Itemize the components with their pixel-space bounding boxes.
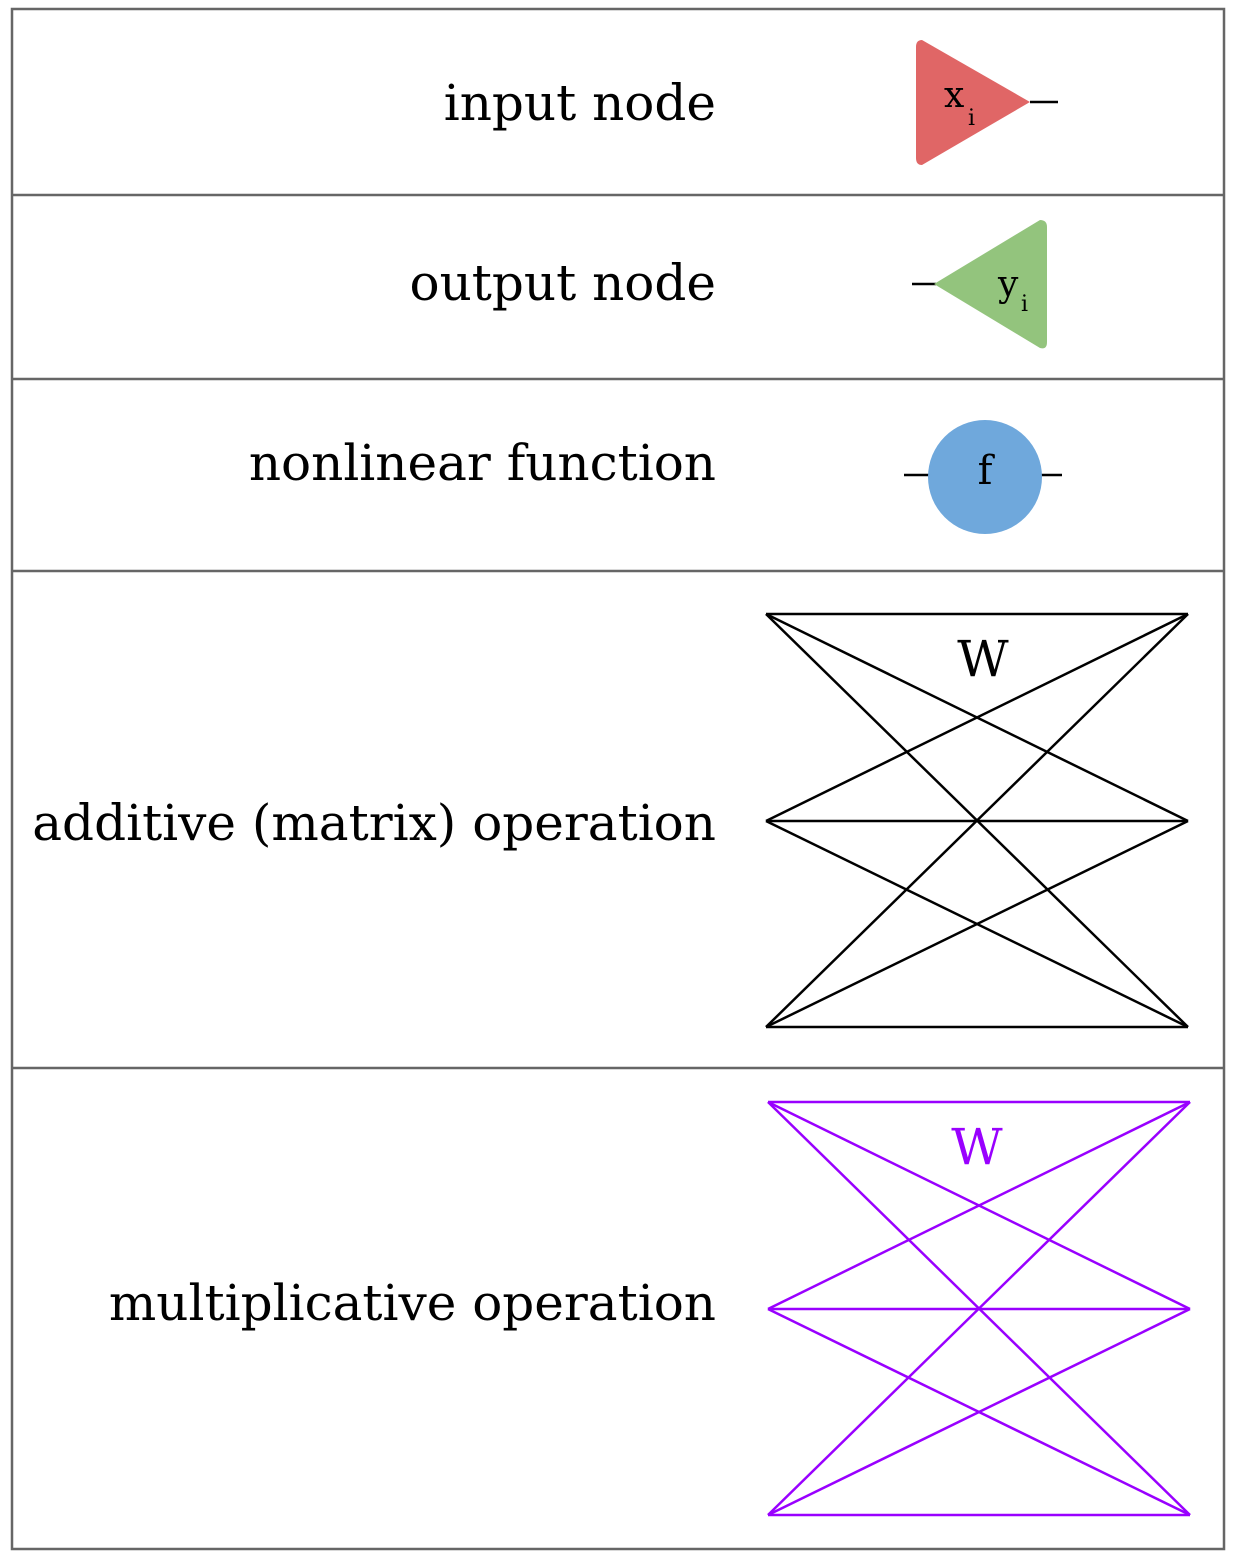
row-multiplicative-operation: multiplicative operation W xyxy=(109,1100,1191,1517)
table-grid xyxy=(10,7,1226,1551)
row-input-node: input node x i xyxy=(444,40,1058,165)
weight-symbol: W xyxy=(951,1118,1003,1176)
row-label: nonlinear function xyxy=(249,434,716,492)
node-subscript: i xyxy=(968,106,975,131)
weight-edge xyxy=(765,613,1189,1028)
node-subscript: i xyxy=(1021,292,1028,317)
row-label: additive (matrix) operation xyxy=(32,794,716,852)
weight-symbol: W xyxy=(957,630,1009,688)
weight-matrix-icon xyxy=(765,612,1189,1029)
function-symbol: f xyxy=(978,448,996,494)
function-circle xyxy=(928,420,1042,534)
nonlinear-function-icon: f xyxy=(904,420,1062,534)
weight-edge xyxy=(765,612,1189,823)
output-node-icon: y i xyxy=(912,220,1047,349)
weight-edge xyxy=(765,819,1189,1029)
input-triangle xyxy=(916,40,1030,165)
node-variable: x xyxy=(944,75,964,116)
input-node-icon: x i xyxy=(916,40,1058,165)
output-triangle xyxy=(934,220,1047,349)
row-label: input node xyxy=(444,74,716,132)
weight-edge xyxy=(767,1307,1191,1517)
node-variable: y xyxy=(997,264,1019,305)
row-additive-operation: additive (matrix) operation W xyxy=(32,612,1189,1029)
weight-edge xyxy=(767,1100,1191,1311)
weight-matrix-icon xyxy=(767,1100,1191,1517)
weight-edge xyxy=(767,1101,1191,1516)
row-label: multiplicative operation xyxy=(109,1274,716,1332)
table-border xyxy=(10,7,1226,1551)
row-output-node: output node y i xyxy=(410,220,1047,349)
row-label: output node xyxy=(410,254,717,312)
row-nonlinear-function: nonlinear function f xyxy=(249,420,1062,534)
